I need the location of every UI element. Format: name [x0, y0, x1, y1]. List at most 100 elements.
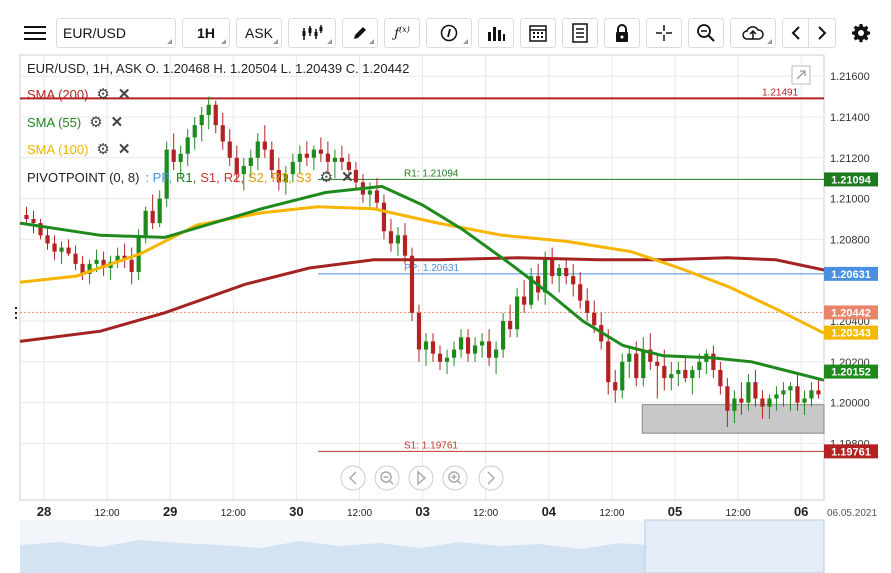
candle-body: [620, 361, 625, 391]
candle-body: [332, 157, 337, 162]
bar-chart-icon: [488, 27, 505, 41]
gear-icon[interactable]: ⚙: [96, 86, 110, 103]
candle-body: [178, 153, 183, 162]
candle-body: [816, 390, 821, 395]
symbol-value: EUR/USD: [63, 25, 127, 41]
legend-sma100[interactable]: SMA (100) ⚙ ✕: [27, 140, 130, 158]
settings-button[interactable]: [846, 18, 876, 48]
candle-body: [697, 361, 702, 370]
candle-body: [725, 386, 730, 411]
candle-body: [732, 398, 737, 411]
sma200-line: [19, 256, 825, 343]
zoom-in-button[interactable]: [442, 465, 468, 491]
document-icon: [572, 23, 588, 43]
candle-body: [269, 149, 274, 171]
price-badge-label: 1.20343: [831, 328, 871, 340]
candle-body: [388, 231, 394, 244]
candle-body: [627, 353, 632, 362]
calendar-icon: [529, 25, 547, 42]
candle-body: [746, 382, 751, 403]
y-tick-label: 1.21000: [830, 194, 870, 206]
candle-body: [493, 349, 499, 358]
volume-button[interactable]: [478, 18, 514, 48]
menu-button[interactable]: [19, 18, 51, 48]
drag-handle-icon[interactable]: [15, 307, 17, 319]
toolbar: EUR/USD 1H ASK ƒ(x): [0, 0, 891, 63]
interval-select[interactable]: 1H: [182, 18, 230, 48]
info-button[interactable]: [426, 18, 472, 48]
lock-button[interactable]: [604, 18, 640, 48]
candle-body: [522, 296, 527, 305]
gear-icon: [852, 24, 871, 43]
candle-body: [164, 149, 169, 199]
candle-body: [508, 321, 513, 330]
x-tick-label: 12:00: [347, 508, 372, 519]
x-tick-label: 06: [794, 504, 808, 519]
candle-body: [150, 210, 155, 224]
pivot-part: R1,: [175, 169, 197, 185]
legend-pivotpoint[interactable]: PIVOTPOINT (0, 8) : PP, R1, S1, R2, S2, …: [27, 168, 354, 186]
close-icon[interactable]: ✕: [341, 169, 354, 186]
zoom-button[interactable]: [688, 18, 724, 48]
y-tick-label: 1.20800: [830, 234, 870, 246]
crosshair-button[interactable]: [646, 18, 682, 48]
gear-icon[interactable]: ⚙: [96, 141, 110, 158]
candle-body: [592, 312, 597, 326]
candle-body: [318, 149, 323, 154]
x-tick-label: 05: [668, 504, 682, 519]
price-badge-label: 1.20152: [831, 367, 871, 379]
navigator-window[interactable]: [644, 519, 825, 573]
pencil-icon: [354, 27, 366, 39]
candle-body: [185, 137, 190, 154]
close-icon[interactable]: ✕: [110, 114, 124, 131]
scroll-right-button[interactable]: [808, 18, 836, 48]
candle-body: [648, 349, 653, 362]
price-badge: [824, 444, 878, 459]
candle-body: [578, 284, 583, 301]
price-badge: [824, 305, 878, 320]
x-tick-label: 12:00: [726, 508, 751, 519]
price-badge-label: 1.19761: [831, 446, 871, 458]
gear-icon[interactable]: ⚙: [89, 114, 103, 131]
indicators-button[interactable]: ƒ(x): [384, 18, 420, 48]
candle-body: [641, 349, 646, 379]
cloud-upload-button[interactable]: [730, 18, 776, 48]
close-icon[interactable]: ✕: [117, 141, 131, 158]
calendar-button[interactable]: [520, 18, 556, 48]
draw-tool-button[interactable]: [342, 18, 378, 48]
pan-right-button[interactable]: [478, 465, 504, 491]
close-icon[interactable]: ✕: [117, 86, 131, 103]
candle-body: [802, 398, 807, 403]
candle-body: [59, 247, 64, 252]
news-button[interactable]: [562, 18, 598, 48]
sma100-line: [19, 205, 825, 335]
candle-body: [515, 296, 520, 330]
play-button[interactable]: [408, 465, 434, 491]
legend-sma55[interactable]: SMA (55) ⚙ ✕: [27, 113, 123, 131]
candle-body: [529, 276, 534, 305]
candle-body: [227, 141, 232, 158]
x-tick-label: 12:00: [95, 508, 120, 519]
level-label-r1: R1: 1.21094: [404, 168, 459, 179]
x-tick-label: 03: [415, 504, 429, 519]
chart-type-button[interactable]: [288, 18, 336, 48]
pan-left-button[interactable]: [340, 465, 366, 491]
x-tick-label: 30: [289, 504, 303, 519]
x-tick-label: 29: [163, 504, 177, 519]
candle-body: [606, 341, 611, 383]
candle-body: [669, 374, 674, 379]
candle-body: [45, 235, 50, 244]
fullscreen-icon[interactable]: [791, 65, 811, 85]
symbol-input[interactable]: EUR/USD: [56, 18, 176, 48]
candle-body: [753, 382, 758, 399]
candle-body: [451, 349, 457, 358]
price-side-select[interactable]: ASK: [236, 18, 282, 48]
candle-body: [683, 369, 688, 379]
pivot-part: S3: [295, 169, 312, 185]
legend-sma200[interactable]: SMA (200) ⚙ ✕: [27, 85, 130, 103]
zoom-out-button[interactable]: [374, 465, 400, 491]
candle-body: [655, 361, 660, 366]
gear-icon[interactable]: ⚙: [319, 169, 334, 186]
scroll-left-button[interactable]: [782, 18, 808, 48]
